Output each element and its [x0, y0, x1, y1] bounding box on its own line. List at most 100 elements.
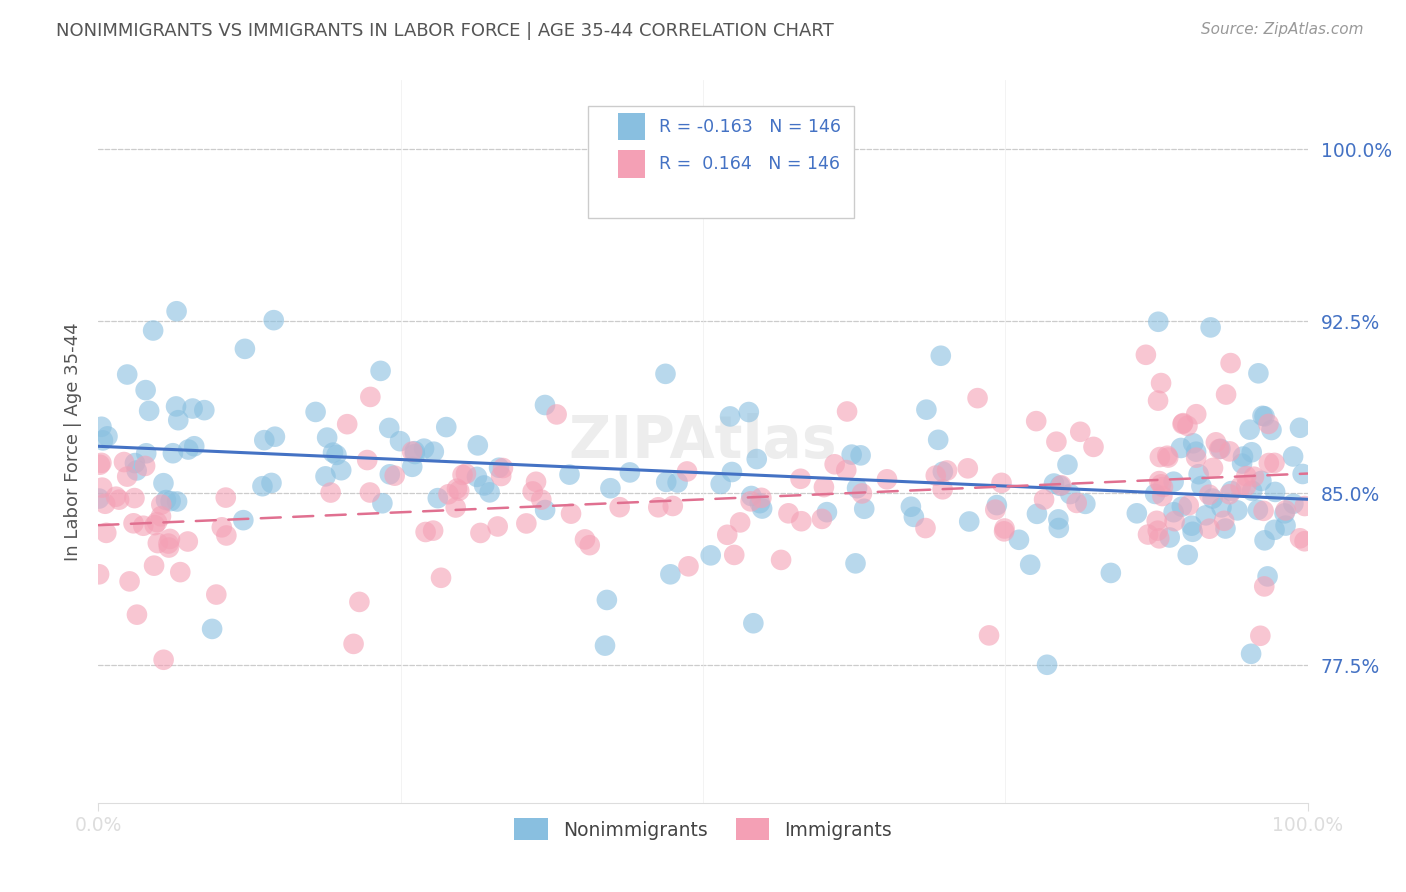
Point	[841, 448, 863, 462]
Point	[94, 497, 117, 511]
Point	[1156, 449, 1178, 463]
Point	[1019, 558, 1042, 572]
Point	[1050, 478, 1073, 492]
Point	[1099, 566, 1122, 580]
Point	[115, 368, 138, 382]
Point	[1209, 442, 1232, 456]
Point	[1025, 414, 1047, 428]
Point	[135, 446, 157, 460]
Point	[1049, 479, 1071, 493]
Point	[177, 442, 200, 457]
Point	[349, 595, 371, 609]
Point	[534, 503, 557, 517]
Point	[233, 342, 256, 356]
Point	[1199, 320, 1222, 334]
Point	[599, 481, 621, 495]
Point	[263, 313, 285, 327]
Point	[90, 456, 112, 470]
Point	[205, 588, 228, 602]
Point	[984, 502, 1007, 516]
Point	[1126, 506, 1149, 520]
Point	[993, 521, 1015, 535]
Point	[454, 467, 477, 481]
Point	[558, 467, 581, 482]
Point	[401, 444, 423, 458]
Point	[472, 478, 495, 492]
Point	[596, 593, 619, 607]
Point	[1250, 474, 1272, 488]
Point	[1249, 629, 1271, 643]
Point	[990, 475, 1012, 490]
Point	[742, 616, 765, 631]
Point	[96, 429, 118, 443]
Point	[1045, 434, 1067, 449]
Point	[609, 500, 631, 515]
Point	[336, 417, 359, 432]
Point	[1205, 435, 1227, 450]
Point	[1181, 524, 1204, 539]
Point	[1215, 387, 1237, 401]
Point	[593, 639, 616, 653]
Point	[1147, 532, 1170, 546]
Point	[574, 533, 596, 547]
Point	[115, 469, 138, 483]
Point	[1234, 479, 1257, 493]
Point	[524, 475, 547, 489]
Point	[165, 400, 187, 414]
Point	[1147, 474, 1170, 488]
Point	[384, 468, 406, 483]
Point	[748, 496, 770, 510]
Point	[319, 485, 342, 500]
Point	[1282, 497, 1305, 511]
Point	[1047, 521, 1070, 535]
Point	[125, 607, 148, 622]
Point	[449, 483, 471, 498]
Point	[915, 402, 938, 417]
Point	[356, 453, 378, 467]
Point	[404, 444, 426, 458]
Point	[927, 433, 949, 447]
Point	[166, 304, 188, 318]
Point	[1147, 393, 1170, 408]
Point	[422, 524, 444, 538]
Point	[1234, 469, 1257, 483]
Point	[253, 433, 276, 447]
Point	[125, 463, 148, 477]
FancyBboxPatch shape	[588, 105, 855, 218]
Point	[1201, 491, 1223, 506]
Point	[835, 463, 858, 477]
Point	[135, 383, 157, 397]
Point	[931, 483, 953, 497]
Point	[415, 524, 437, 539]
Point	[1033, 492, 1056, 507]
Point	[138, 404, 160, 418]
Point	[619, 466, 641, 480]
Point	[932, 465, 955, 479]
Point	[1247, 503, 1270, 517]
Point	[342, 637, 364, 651]
Point	[143, 558, 166, 573]
Point	[666, 475, 689, 490]
Point	[647, 500, 669, 515]
Point	[1289, 421, 1312, 435]
Point	[330, 463, 353, 477]
Point	[359, 485, 381, 500]
Point	[169, 565, 191, 579]
Point	[1198, 522, 1220, 536]
Point	[492, 461, 515, 475]
Point	[1163, 505, 1185, 519]
Point	[721, 465, 744, 479]
Point	[1230, 457, 1253, 471]
FancyBboxPatch shape	[619, 151, 645, 178]
Point	[578, 538, 600, 552]
Point	[1257, 456, 1279, 470]
Point	[1208, 442, 1230, 456]
Point	[1213, 514, 1236, 528]
Point	[430, 571, 453, 585]
Point	[1243, 469, 1265, 483]
Point	[1220, 484, 1243, 499]
Point	[152, 653, 174, 667]
Point	[87, 567, 110, 582]
Point	[903, 509, 925, 524]
Point	[201, 622, 224, 636]
